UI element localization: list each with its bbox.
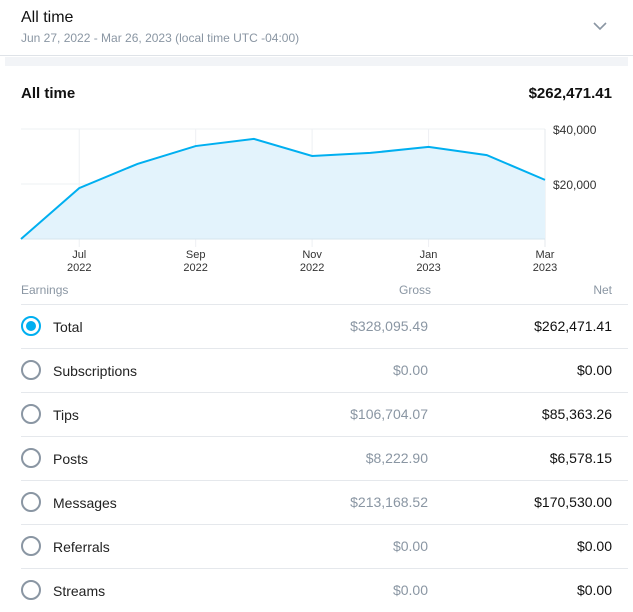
- row-label: Total: [53, 319, 83, 335]
- row-gross: $0.00: [392, 538, 428, 554]
- table-row[interactable]: Posts $8,222.90 $6,578.15: [21, 436, 628, 480]
- col-earnings: Earnings: [21, 283, 69, 297]
- radio-button[interactable]: [21, 536, 41, 556]
- row-label: Streams: [53, 583, 106, 599]
- radio-button[interactable]: [21, 360, 41, 380]
- y-tick-label: $40,000: [553, 123, 597, 137]
- x-tick-month: Jan: [420, 249, 438, 261]
- row-label: Posts: [53, 451, 89, 467]
- row-gross: $0.00: [392, 362, 428, 378]
- row-net: $6,578.15: [549, 450, 612, 466]
- summary-label: All time: [21, 85, 76, 102]
- radio-button[interactable]: [21, 404, 41, 424]
- x-tick-year: 2022: [183, 262, 207, 274]
- divider: [5, 57, 628, 66]
- row-net: $262,471.41: [534, 318, 612, 334]
- x-tick-month: Jul: [72, 249, 86, 261]
- row-gross: $8,222.90: [365, 450, 428, 466]
- radio-button[interactable]: [21, 448, 41, 468]
- period-range: Jun 27, 2022 - Mar 26, 2023 (local time …: [21, 31, 300, 45]
- series-line: [20, 137, 546, 240]
- x-tick-year: 2023: [533, 262, 557, 274]
- table-row[interactable]: Total $328,095.49 $262,471.41: [21, 304, 628, 348]
- x-tick-year: 2022: [67, 262, 91, 274]
- col-net: Net: [593, 283, 612, 297]
- x-tick-month: Nov: [302, 249, 322, 261]
- area-fill: [21, 138, 545, 239]
- summary-total: $262,471.41: [528, 85, 612, 102]
- row-net: $0.00: [576, 538, 612, 554]
- row-label: Messages: [53, 495, 117, 511]
- table-row[interactable]: Streams $0.00 $0.00: [21, 568, 628, 612]
- row-net: $0.00: [576, 362, 612, 378]
- earnings-chart: $40,000$20,000Jul2022Sep2022Nov2022Jan20…: [20, 123, 597, 274]
- row-net: $170,530.00: [534, 494, 612, 510]
- row-gross: $106,704.07: [350, 406, 428, 422]
- row-gross: $213,168.52: [350, 494, 428, 510]
- chevron-down-icon[interactable]: [592, 20, 608, 32]
- row-label: Referrals: [53, 539, 110, 555]
- row-net: $85,363.26: [541, 406, 612, 422]
- x-tick-year: 2022: [300, 262, 324, 274]
- row-net: $0.00: [576, 582, 612, 598]
- radio-button[interactable]: [21, 316, 41, 336]
- table-row[interactable]: Messages $213,168.52 $170,530.00: [21, 480, 628, 524]
- x-tick-year: 2023: [416, 262, 440, 274]
- table-row[interactable]: Referrals $0.00 $0.00: [21, 524, 628, 568]
- radio-button[interactable]: [21, 492, 41, 512]
- col-gross: Gross: [398, 283, 431, 297]
- period-title: All time: [21, 9, 74, 26]
- y-tick-label: $20,000: [553, 178, 597, 192]
- row-gross: $0.00: [392, 582, 428, 598]
- table-row[interactable]: Tips $106,704.07 $85,363.26: [21, 392, 628, 436]
- x-tick-month: Sep: [186, 249, 206, 261]
- radio-button[interactable]: [21, 580, 41, 600]
- row-gross: $328,095.49: [350, 318, 428, 334]
- row-label: Tips: [53, 407, 79, 423]
- x-tick-month: Mar: [536, 249, 555, 261]
- table-row[interactable]: Subscriptions $0.00 $0.00: [21, 348, 628, 392]
- period-selector[interactable]: All time Jun 27, 2022 - Mar 26, 2023 (lo…: [0, 0, 633, 56]
- row-label: Subscriptions: [53, 363, 138, 379]
